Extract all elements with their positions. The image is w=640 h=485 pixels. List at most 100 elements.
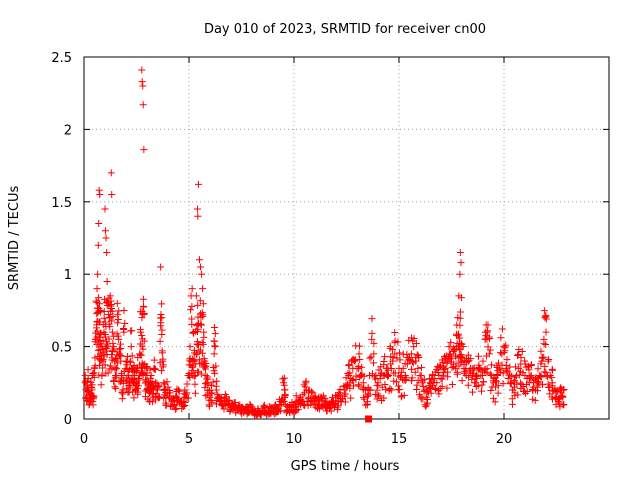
data-point [491, 398, 499, 406]
data-point [423, 388, 431, 396]
data-point [402, 376, 410, 384]
data-point [419, 377, 427, 385]
data-point [554, 395, 562, 403]
data-point [472, 371, 480, 379]
data-point [508, 372, 516, 380]
data-point [96, 300, 104, 308]
data-point [200, 355, 208, 363]
data-point [100, 352, 108, 360]
data-point [175, 387, 183, 395]
data-point [422, 403, 430, 411]
data-point [202, 392, 210, 400]
data-point [414, 352, 422, 360]
data-point [556, 385, 564, 393]
data-point [560, 400, 568, 408]
data-point [548, 374, 556, 382]
data-point [120, 307, 128, 315]
data-point [517, 367, 525, 375]
data-point [514, 391, 522, 399]
data-point [272, 401, 280, 409]
data-point [87, 397, 95, 405]
y-tick-label: 1.5 [51, 196, 72, 211]
data-point [152, 389, 160, 397]
data-point [156, 393, 164, 401]
data-point [327, 407, 335, 415]
data-point [212, 362, 220, 370]
data-point [192, 292, 200, 300]
y-axis: 0 0.5 1 1.5 2 2.5 [51, 51, 609, 428]
data-point [542, 340, 550, 348]
data-point [188, 320, 196, 328]
data-point [157, 311, 165, 319]
data-point [531, 396, 539, 404]
data-point [280, 381, 288, 389]
data-point [139, 345, 147, 353]
data-point [346, 369, 354, 377]
data-point [94, 241, 102, 249]
data-point [286, 403, 294, 411]
data-point [399, 364, 407, 372]
data-point [491, 374, 499, 382]
data-point [371, 375, 379, 383]
x-tick-label: 5 [185, 432, 193, 447]
data-point [202, 372, 210, 380]
data-point [194, 212, 202, 220]
data-point [441, 364, 449, 372]
data-point [443, 384, 451, 392]
data-point [109, 339, 117, 347]
data-point [102, 234, 110, 242]
data-point [139, 303, 147, 311]
data-point [297, 395, 305, 403]
data-point [396, 356, 404, 364]
data-point [114, 315, 122, 323]
data-point [281, 391, 289, 399]
data-point [140, 146, 148, 154]
data-point [95, 186, 103, 194]
data-point [95, 220, 103, 228]
data-point [355, 365, 363, 373]
data-point [559, 386, 567, 394]
data-point [157, 319, 165, 327]
data-point [348, 377, 356, 385]
data-point [292, 406, 300, 414]
data-point [101, 227, 109, 235]
data-point [484, 321, 492, 329]
data-point [397, 368, 405, 376]
data-point [166, 386, 174, 394]
data-point [98, 372, 106, 380]
data-point [108, 307, 116, 315]
data-point [387, 386, 395, 394]
data-point [445, 343, 453, 351]
data-point [501, 347, 509, 355]
data-point [155, 383, 163, 391]
data-point [199, 349, 207, 357]
data-point [534, 378, 542, 386]
data-point [181, 386, 189, 394]
data-point [368, 315, 376, 323]
data-point [109, 313, 117, 321]
data-point [479, 378, 487, 386]
data-point [146, 366, 154, 374]
data-point [525, 373, 533, 381]
data-point [510, 377, 518, 385]
data-point [360, 393, 368, 401]
data-point [456, 270, 464, 278]
data-point [203, 373, 211, 381]
data-point [302, 379, 310, 387]
data-point [423, 396, 431, 404]
data-point [209, 378, 217, 386]
data-point [170, 402, 178, 410]
data-point [188, 285, 196, 293]
data-point [112, 384, 120, 392]
data-point [521, 357, 529, 365]
data-point [199, 340, 207, 348]
data-point [305, 387, 313, 395]
data-point [330, 404, 338, 412]
data-point [381, 380, 389, 388]
data-point [194, 341, 202, 349]
data-point [538, 353, 546, 361]
data-point [482, 352, 490, 360]
data-point [318, 393, 326, 401]
data-point [193, 338, 201, 346]
data-point [121, 319, 129, 327]
